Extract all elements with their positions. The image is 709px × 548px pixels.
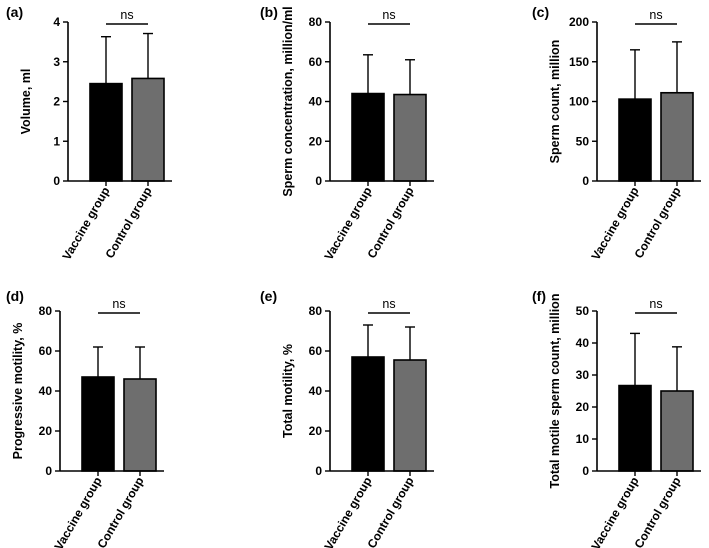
panel-6-y-tick-label: 10 xyxy=(576,432,590,446)
panel-2-y-tick-label: 20 xyxy=(309,134,323,148)
panel-5-category-label-2: Control group xyxy=(364,475,416,548)
panel-6-y-axis-label: Total motile sperm count, million xyxy=(548,294,562,489)
panel-2-category-label-2: Control group xyxy=(364,185,416,261)
panel-6-bar-1 xyxy=(618,384,652,472)
panel-6-label: (f) xyxy=(532,288,546,304)
panel-6-category-label-1: Vaccine group xyxy=(588,475,641,548)
panel-1-bar-1 xyxy=(89,82,123,182)
panel-6-y-tick-label: 20 xyxy=(576,400,590,414)
panel-3-y-tick-label: 0 xyxy=(582,174,589,188)
panel-1-y-axis-label: Volume, ml xyxy=(19,69,33,135)
panel-6-y-tick-label: 40 xyxy=(576,336,590,350)
panel-2-y-tick-label: 0 xyxy=(315,174,322,188)
panel-5-label: (e) xyxy=(260,288,277,304)
panel-5-y-axis-label: Total motility, % xyxy=(281,344,295,438)
panel-1-category-label-2: Control group xyxy=(102,185,154,261)
panel-1-label: (a) xyxy=(6,4,23,20)
panel-3-bar-1 xyxy=(618,98,652,182)
panel-5-bar-1 xyxy=(351,356,385,472)
panel-3-y-tick-label: 200 xyxy=(569,15,589,29)
panel-4-significance-label: ns xyxy=(112,297,125,311)
panel-6-category-label-2: Control group xyxy=(631,475,683,548)
panel-2-y-tick-label: 60 xyxy=(309,55,323,69)
panel-4-category-label-1: Vaccine group xyxy=(51,475,104,548)
panel-3-y-axis-label: Sperm count, million xyxy=(548,40,562,164)
panel-1-y-tick-label: 2 xyxy=(53,95,60,109)
panel-5-y-tick-label: 60 xyxy=(309,344,323,358)
panel-2-bar-1 xyxy=(351,92,385,182)
panel-1-y-tick-label: 0 xyxy=(53,174,60,188)
panel-5-y-tick-label: 0 xyxy=(315,464,322,478)
panel-2-y-tick-label: 40 xyxy=(309,95,323,109)
panel-2-y-tick-label: 80 xyxy=(309,15,323,29)
panel-3-y-tick-label: 150 xyxy=(569,55,589,69)
panel-1-y-tick-label: 1 xyxy=(53,134,60,148)
panel-1-y-tick-label: 3 xyxy=(53,55,60,69)
panel-4-category-label-2: Control group xyxy=(94,475,146,548)
panel-2-bar-2 xyxy=(393,93,427,182)
panel-4-y-tick-label: 80 xyxy=(39,304,53,318)
panel-4-y-axis-label: Progressive motility, % xyxy=(11,323,25,460)
panel-2-y-axis-label: Sperm concentration, million/ml xyxy=(281,6,295,196)
panel-4-bar-2 xyxy=(123,378,157,472)
panel-1-y-tick-label: 4 xyxy=(53,15,60,29)
panel-6-y-tick-label: 30 xyxy=(576,368,590,382)
panel-4-y-tick-label: 60 xyxy=(39,344,53,358)
panel-3-label: (c) xyxy=(532,4,549,20)
panel-5-y-tick-label: 40 xyxy=(309,384,323,398)
panel-4-y-tick-label: 40 xyxy=(39,384,53,398)
panel-3-significance-label: ns xyxy=(649,8,662,22)
panel-5-bar-2 xyxy=(393,359,427,472)
panel-5-category-label-1: Vaccine group xyxy=(321,475,374,548)
panel-4-y-tick-label: 0 xyxy=(45,464,52,478)
panel-3-y-tick-label: 100 xyxy=(569,95,589,109)
panel-3-category-label-2: Control group xyxy=(631,185,683,261)
panel-5-y-tick-label: 80 xyxy=(309,304,323,318)
panel-6-significance-label: ns xyxy=(649,297,662,311)
panel-6-y-tick-label: 50 xyxy=(576,304,590,318)
panel-5-y-tick-label: 20 xyxy=(309,424,323,438)
panel-2-significance-label: ns xyxy=(382,8,395,22)
panel-3-bar-2 xyxy=(660,91,694,182)
panel-1-bar-2 xyxy=(131,77,165,182)
panel-4-label: (d) xyxy=(6,288,24,304)
panel-5-significance-label: ns xyxy=(382,297,395,311)
panel-4-y-tick-label: 20 xyxy=(39,424,53,438)
panel-6-bar-2 xyxy=(660,390,694,472)
panel-6-y-tick-label: 0 xyxy=(582,464,589,478)
panel-3-y-tick-label: 50 xyxy=(576,134,590,148)
panel-4-bar-1 xyxy=(81,376,115,472)
panel-1-significance-label: ns xyxy=(120,8,133,22)
panel-2-label: (b) xyxy=(260,4,278,20)
